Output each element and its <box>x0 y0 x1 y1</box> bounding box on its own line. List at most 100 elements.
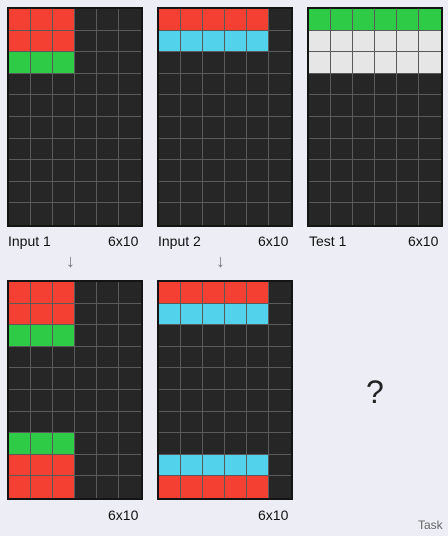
grid-cell <box>119 117 141 139</box>
grid-cell <box>247 368 269 390</box>
grid-cell <box>159 73 181 96</box>
grid-cell <box>331 117 353 139</box>
grid-cell <box>75 52 97 74</box>
grid-cell <box>397 203 419 225</box>
grid-cell <box>225 203 247 225</box>
grid-cell <box>269 390 291 412</box>
arrow-down-icon: ↓ <box>66 251 75 271</box>
grid-cell <box>181 138 203 161</box>
unknown-output-mark: ? <box>366 374 384 410</box>
grid-cell <box>225 181 247 204</box>
grid-cell <box>31 325 53 347</box>
grid-cell <box>375 9 397 31</box>
grid-cell <box>53 433 75 455</box>
grid-cell <box>419 203 441 225</box>
grid-cell <box>397 9 419 31</box>
grid-cell <box>53 95 75 117</box>
grid-cell <box>97 138 119 161</box>
grid-cell <box>247 325 269 347</box>
grid-cell <box>9 390 31 412</box>
grid-cell <box>97 476 119 498</box>
grid-cell <box>203 30 225 53</box>
grid-cell <box>31 160 53 182</box>
grid-cell <box>225 454 247 477</box>
grid-cell <box>75 454 97 477</box>
grid-cell <box>419 9 441 31</box>
grid-cell <box>119 411 141 434</box>
arrow-down-icon: ↓ <box>216 251 225 271</box>
grid-cell <box>309 73 331 96</box>
grid-cell <box>225 160 247 182</box>
grid-cell <box>225 390 247 412</box>
grid-cell <box>375 73 397 96</box>
grid-cell <box>75 282 97 304</box>
grid-cell <box>203 454 225 477</box>
grid-cell <box>353 203 375 225</box>
footer-task-label: Task <box>418 518 443 532</box>
grid-cell <box>181 95 203 117</box>
grid-cell <box>31 454 53 477</box>
grid-cell <box>75 303 97 326</box>
output-2-grid <box>157 280 293 500</box>
grid-cell <box>269 303 291 326</box>
grid-cell <box>53 203 75 225</box>
grid-cell <box>419 181 441 204</box>
grid-cell <box>247 30 269 53</box>
grid-cell <box>269 52 291 74</box>
input-2-grid <box>157 7 293 227</box>
test-1-label: Test 1 <box>309 233 347 249</box>
grid-cell <box>75 476 97 498</box>
grid-cell <box>181 325 203 347</box>
grid-cell <box>9 52 31 74</box>
grid-cell <box>119 181 141 204</box>
grid-cell <box>97 390 119 412</box>
grid-cell <box>247 433 269 455</box>
input-1-size: 6x10 <box>108 233 139 249</box>
grid-cell <box>97 203 119 225</box>
grid-cell <box>9 454 31 477</box>
grid-cell <box>31 282 53 304</box>
grid-cell <box>159 476 181 498</box>
grid-cell <box>397 73 419 96</box>
grid-cell <box>181 52 203 74</box>
grid-cell <box>419 73 441 96</box>
grid-cell <box>119 390 141 412</box>
grid-cell <box>97 282 119 304</box>
grid-cell <box>247 138 269 161</box>
grid-cell <box>181 454 203 477</box>
grid-cell <box>331 73 353 96</box>
grid-cell <box>203 282 225 304</box>
grid-cell <box>309 95 331 117</box>
grid-cell <box>75 117 97 139</box>
grid-cell <box>331 30 353 53</box>
grid-cell <box>309 9 331 31</box>
grid-cell <box>331 95 353 117</box>
grid-cell <box>9 9 31 31</box>
grid-cell <box>159 325 181 347</box>
grid-cell <box>375 117 397 139</box>
grid-cell <box>309 160 331 182</box>
grid-cell <box>75 73 97 96</box>
grid-cell <box>75 181 97 204</box>
grid-cell <box>225 52 247 74</box>
grid-cell <box>419 52 441 74</box>
grid-cell <box>419 30 441 53</box>
grid-cell <box>97 325 119 347</box>
grid-cell <box>247 117 269 139</box>
grid-cell <box>181 476 203 498</box>
grid-cell <box>159 411 181 434</box>
grid-cell <box>353 181 375 204</box>
grid-cell <box>419 117 441 139</box>
grid-cell <box>353 52 375 74</box>
grid-cell <box>119 138 141 161</box>
grid-cell <box>225 95 247 117</box>
grid-cell <box>9 368 31 390</box>
input-1-grid <box>7 7 143 227</box>
grid-cell <box>9 346 31 369</box>
grid-cell <box>247 73 269 96</box>
grid-cell <box>159 117 181 139</box>
grid-cell <box>419 160 441 182</box>
grid-cell <box>181 346 203 369</box>
grid-cell <box>203 433 225 455</box>
grid-cell <box>331 160 353 182</box>
